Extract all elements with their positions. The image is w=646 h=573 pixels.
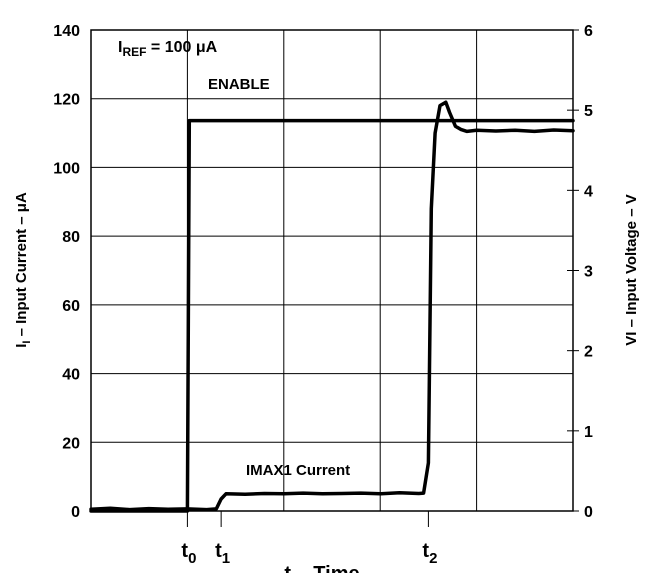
left-tick-label: 0 xyxy=(71,504,80,521)
left-axis-label-main: I xyxy=(13,344,30,348)
series-imax1-current xyxy=(89,100,575,512)
x-marker-label: t0 xyxy=(181,540,196,567)
right-tick-label: 3 xyxy=(584,264,593,281)
left-tick-label: 140 xyxy=(53,23,80,40)
enable-annotation: ENABLE xyxy=(208,76,270,93)
grid xyxy=(90,29,574,512)
right-tick-label: 4 xyxy=(584,183,593,200)
series-layer xyxy=(89,100,575,513)
right-tick-label: 5 xyxy=(584,103,593,120)
imax-annotation: IMAX1 Current xyxy=(246,462,350,479)
left-axis-label-sub: I xyxy=(21,341,33,344)
right-tick-label: 1 xyxy=(584,424,593,441)
plot-frame xyxy=(90,29,574,512)
series-enable xyxy=(89,118,575,513)
left-tick-label: 60 xyxy=(62,298,80,315)
right-tick-label: 6 xyxy=(584,23,593,40)
right-tick-label: 0 xyxy=(584,504,593,521)
left-axis-label-rest: – Input Current – μA xyxy=(13,192,30,341)
right-axis-label: VI – Input Voltage – V xyxy=(623,194,640,345)
iref-annotation: IREF = 100 μA xyxy=(118,39,218,59)
right-axis-ticks: 0 1 2 3 4 5 6 xyxy=(567,23,593,521)
x-marker-label: t1 xyxy=(215,540,230,567)
left-tick-label: 100 xyxy=(53,160,80,177)
right-tick-label: 2 xyxy=(584,344,593,361)
left-axis-ticks: 0 20 40 60 80 100 120 140 xyxy=(53,23,80,521)
iref-main: I xyxy=(118,39,122,56)
x-marker-label: t2 xyxy=(422,540,437,567)
x-axis-label: t – Time xyxy=(284,563,359,573)
left-axis-label: II – Input Current – μA xyxy=(13,192,33,348)
left-tick-label: 80 xyxy=(62,229,80,246)
left-tick-label: 120 xyxy=(53,92,80,109)
iref-sub: REF xyxy=(122,45,146,59)
x-axis-markers: t0 t1 t2 xyxy=(181,511,437,567)
iref-rest: = 100 μA xyxy=(146,39,217,56)
left-tick-label: 20 xyxy=(62,435,80,452)
left-tick-label: 40 xyxy=(62,367,80,384)
